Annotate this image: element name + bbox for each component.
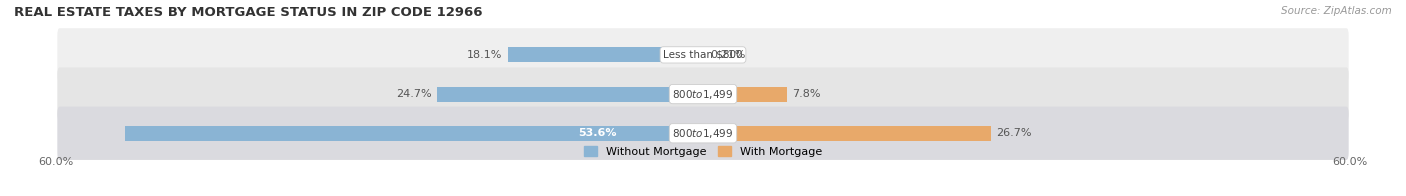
Text: 18.1%: 18.1% <box>467 50 502 60</box>
Text: 24.7%: 24.7% <box>395 89 432 99</box>
Text: Source: ZipAtlas.com: Source: ZipAtlas.com <box>1281 6 1392 16</box>
Text: 53.6%: 53.6% <box>578 128 616 138</box>
Bar <box>703 87 787 102</box>
Bar <box>125 126 703 141</box>
Text: 0.21%: 0.21% <box>710 50 747 60</box>
FancyBboxPatch shape <box>58 28 1348 82</box>
Legend: Without Mortgage, With Mortgage: Without Mortgage, With Mortgage <box>583 146 823 157</box>
Bar <box>703 126 991 141</box>
Bar <box>703 47 706 63</box>
Text: Less than $800: Less than $800 <box>664 50 742 60</box>
Text: 26.7%: 26.7% <box>997 128 1032 138</box>
Bar <box>508 47 703 63</box>
Text: 7.8%: 7.8% <box>793 89 821 99</box>
FancyBboxPatch shape <box>58 107 1348 160</box>
FancyBboxPatch shape <box>58 67 1348 121</box>
Text: REAL ESTATE TAXES BY MORTGAGE STATUS IN ZIP CODE 12966: REAL ESTATE TAXES BY MORTGAGE STATUS IN … <box>14 6 482 19</box>
Text: $800 to $1,499: $800 to $1,499 <box>672 127 734 140</box>
Bar <box>437 87 703 102</box>
Text: $800 to $1,499: $800 to $1,499 <box>672 88 734 101</box>
